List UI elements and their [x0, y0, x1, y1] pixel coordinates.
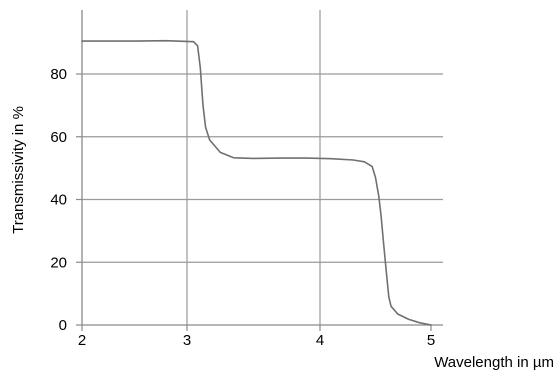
axes — [81, 10, 443, 326]
series-line-0 — [81, 39, 432, 326]
y-tick-labels: 0 20 40 60 80 — [50, 66, 82, 334]
x-tick-label-4: 4 — [316, 332, 324, 349]
x-tick-label-5: 5 — [427, 332, 435, 349]
y-tick-label-80: 80 — [50, 66, 67, 83]
y-axis-label: Transmissivity in % — [10, 106, 27, 234]
x-tick-label-2: 2 — [78, 332, 86, 349]
y-tick-label-40: 40 — [50, 192, 67, 209]
series-layer — [81, 39, 432, 326]
x-tick-label-3: 3 — [183, 332, 191, 349]
x-axis-label: Wavelength in µm — [434, 354, 554, 371]
grid-lines — [82, 10, 443, 325]
x-tick-labels: 2 3 4 5 — [78, 325, 435, 349]
y-tick-label-20: 20 — [50, 254, 67, 271]
y-tick-label-60: 60 — [50, 129, 67, 146]
y-tick-label-0: 0 — [59, 317, 67, 334]
